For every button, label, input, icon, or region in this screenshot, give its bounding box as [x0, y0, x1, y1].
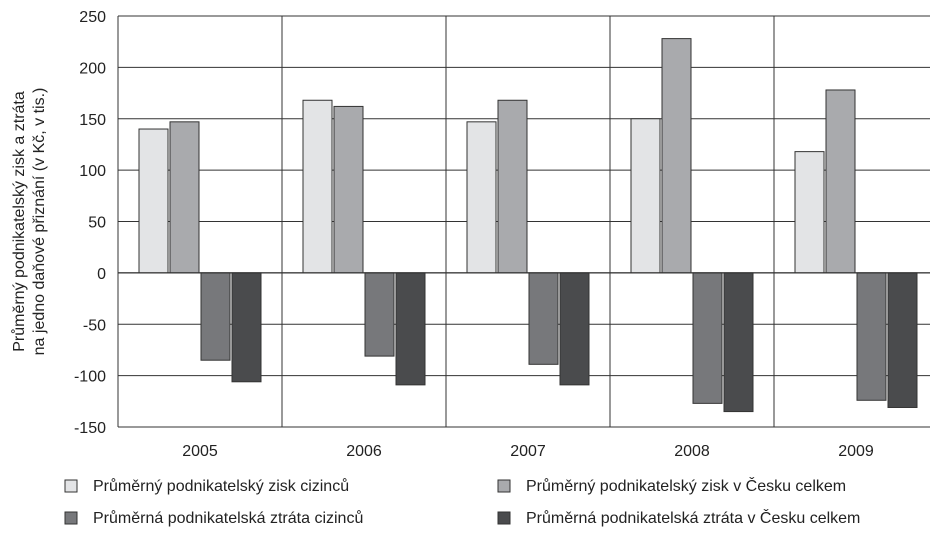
legend-label: Průměrný podnikatelský zisk v Česku celk…	[526, 476, 846, 495]
bar	[630, 118, 661, 274]
bar	[395, 272, 426, 386]
x-tick-label: 2008	[674, 443, 710, 460]
bar	[887, 272, 918, 408]
bar	[825, 89, 856, 274]
y-tick-label: 50	[88, 215, 106, 232]
y-axis-label-line: na jedno daňové přiznání (v Kč, v tis.)	[31, 88, 48, 356]
x-tick-label: 2005	[182, 443, 218, 460]
bar	[466, 121, 497, 274]
bar	[528, 272, 559, 365]
y-axis-label-line: Průměrný podnikatelský zisk a ztráta	[10, 91, 28, 352]
bar	[200, 272, 231, 361]
legend-swatch	[497, 479, 511, 493]
legend-swatch	[64, 511, 78, 525]
bar	[231, 272, 262, 383]
legend-label: Průměrná podnikatelská ztráta v Česku ce…	[526, 508, 860, 527]
x-tick-label: 2006	[346, 443, 382, 460]
legend-swatch	[497, 511, 511, 525]
legend-label: Průměrný podnikatelský zisk cizinců	[93, 477, 349, 495]
x-tick-label: 2009	[838, 443, 874, 460]
bar	[723, 272, 754, 413]
y-tick-label: -150	[74, 420, 106, 437]
bar	[364, 272, 395, 357]
bar	[559, 272, 590, 386]
y-axis-label: Průměrný podnikatelský zisk a ztráta na j…	[10, 88, 48, 356]
bar	[138, 128, 169, 274]
legend-label: Průměrná podnikatelská ztráta cizinců	[93, 509, 363, 527]
bar	[794, 151, 825, 274]
bar	[692, 272, 723, 404]
bar	[661, 38, 692, 274]
y-tick-label: 100	[79, 163, 106, 180]
x-tick-label: 2007	[510, 443, 546, 460]
bar	[497, 99, 528, 274]
y-tick-label: 250	[79, 9, 106, 26]
legend-swatch	[64, 479, 78, 493]
bar	[302, 99, 333, 274]
y-tick-label: -50	[83, 317, 106, 334]
bar	[333, 105, 364, 274]
bar	[856, 272, 887, 401]
y-tick-label: 200	[79, 60, 106, 77]
y-tick-label: -100	[74, 369, 106, 386]
bar	[169, 121, 200, 274]
y-tick-label: 150	[79, 112, 106, 129]
y-tick-label: 0	[97, 266, 106, 283]
